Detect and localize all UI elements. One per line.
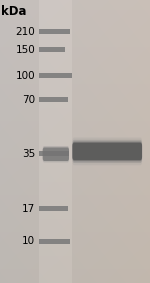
FancyBboxPatch shape: [39, 239, 70, 244]
FancyBboxPatch shape: [72, 140, 142, 163]
FancyBboxPatch shape: [39, 97, 68, 102]
FancyBboxPatch shape: [39, 29, 70, 34]
FancyBboxPatch shape: [72, 142, 142, 161]
FancyBboxPatch shape: [39, 73, 72, 78]
FancyBboxPatch shape: [43, 146, 69, 162]
Text: 35: 35: [22, 149, 35, 159]
Text: 10: 10: [22, 236, 35, 246]
Text: kDa: kDa: [2, 5, 27, 18]
Text: 100: 100: [16, 71, 35, 81]
Text: 70: 70: [22, 95, 35, 105]
FancyBboxPatch shape: [72, 143, 142, 160]
Text: 17: 17: [22, 204, 35, 214]
Text: 210: 210: [15, 27, 35, 37]
Text: 150: 150: [15, 44, 35, 55]
FancyBboxPatch shape: [72, 138, 142, 165]
FancyBboxPatch shape: [43, 147, 69, 161]
FancyBboxPatch shape: [39, 151, 69, 156]
FancyBboxPatch shape: [39, 206, 68, 211]
FancyBboxPatch shape: [39, 47, 65, 52]
